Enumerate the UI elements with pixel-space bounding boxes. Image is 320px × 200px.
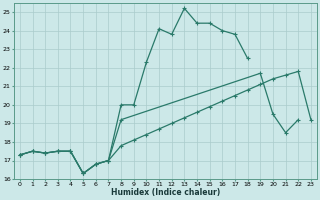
X-axis label: Humidex (Indice chaleur): Humidex (Indice chaleur) — [111, 188, 220, 197]
